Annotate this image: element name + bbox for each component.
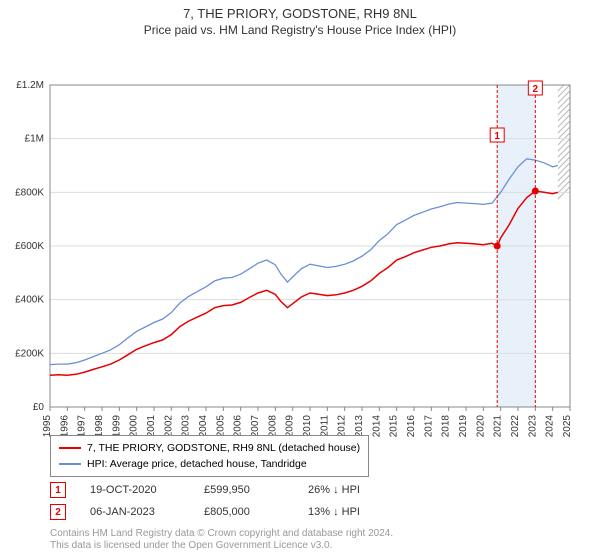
svg-text:2009: 2009 (285, 415, 296, 438)
svg-text:2016: 2016 (406, 415, 417, 438)
svg-text:2014: 2014 (371, 415, 382, 438)
svg-text:2023: 2023 (527, 415, 538, 438)
footer-line-2: This data is licensed under the Open Gov… (50, 540, 393, 552)
marker-row-2: 2 06-JAN-2023 £805,000 13% ↓ HPI (50, 504, 360, 520)
svg-text:1999: 1999 (111, 415, 122, 438)
svg-text:2013: 2013 (354, 415, 365, 438)
svg-text:1996: 1996 (59, 415, 70, 438)
marker-price-1: £599,950 (204, 484, 284, 496)
legend: 7, THE PRIORY, GODSTONE, RH9 8NL (detach… (50, 435, 369, 477)
svg-text:2010: 2010 (302, 415, 313, 438)
svg-text:£0: £0 (33, 402, 45, 413)
svg-text:£1M: £1M (25, 134, 44, 145)
chart-subtitle: Price paid vs. HM Land Registry's House … (0, 23, 600, 37)
marker-badge-2: 2 (50, 504, 66, 520)
svg-text:2011: 2011 (319, 415, 330, 437)
footer-note: Contains HM Land Registry data © Crown c… (50, 528, 393, 552)
chart-container: 7, THE PRIORY, GODSTONE, RH9 8NL Price p… (0, 0, 600, 560)
svg-text:2001: 2001 (146, 415, 157, 438)
svg-text:£400K: £400K (15, 295, 44, 306)
marker-badge-1: 1 (50, 482, 66, 498)
svg-text:2017: 2017 (423, 415, 434, 438)
title-block: 7, THE PRIORY, GODSTONE, RH9 8NL Price p… (0, 0, 600, 37)
svg-text:2005: 2005 (215, 415, 226, 438)
legend-swatch-hpi (59, 463, 81, 465)
svg-text:2008: 2008 (267, 415, 278, 438)
svg-text:2018: 2018 (441, 415, 452, 438)
svg-text:2021: 2021 (493, 415, 504, 438)
svg-text:2015: 2015 (389, 415, 400, 438)
legend-item-hpi: HPI: Average price, detached house, Tand… (59, 456, 360, 472)
svg-text:2019: 2019 (458, 415, 469, 438)
svg-text:£200K: £200K (15, 348, 44, 359)
marker-delta-1: 26% ↓ HPI (308, 484, 360, 496)
svg-text:1995: 1995 (42, 415, 53, 438)
marker-date-1: 19-OCT-2020 (90, 484, 180, 496)
svg-text:2024: 2024 (545, 415, 556, 438)
svg-text:2020: 2020 (475, 415, 486, 438)
legend-label-hpi: HPI: Average price, detached house, Tand… (87, 456, 307, 472)
legend-swatch-property (59, 447, 81, 449)
chart-title: 7, THE PRIORY, GODSTONE, RH9 8NL (0, 6, 600, 21)
svg-text:2025: 2025 (562, 415, 573, 438)
marker-row-1: 1 19-OCT-2020 £599,950 26% ↓ HPI (50, 482, 360, 498)
marker-delta-2: 13% ↓ HPI (308, 506, 360, 518)
svg-text:£1.2M: £1.2M (16, 80, 44, 91)
svg-text:2002: 2002 (163, 415, 174, 438)
legend-label-property: 7, THE PRIORY, GODSTONE, RH9 8NL (detach… (87, 440, 360, 456)
legend-item-property: 7, THE PRIORY, GODSTONE, RH9 8NL (detach… (59, 440, 360, 456)
svg-text:2000: 2000 (129, 415, 140, 438)
svg-text:2: 2 (533, 84, 539, 95)
svg-text:1: 1 (494, 131, 500, 142)
marker-price-2: £805,000 (204, 506, 284, 518)
svg-text:2003: 2003 (181, 415, 192, 438)
svg-text:2006: 2006 (233, 415, 244, 438)
svg-text:2004: 2004 (198, 415, 209, 438)
footer-line-1: Contains HM Land Registry data © Crown c… (50, 528, 393, 540)
svg-text:£800K: £800K (15, 187, 44, 198)
svg-text:1998: 1998 (94, 415, 105, 438)
chart-svg: £0 £200K £400K £600K £800K £1M £1.2M 1995 1996 19… (0, 37, 600, 445)
svg-text:1997: 1997 (77, 415, 88, 438)
marker-date-2: 06-JAN-2023 (90, 506, 180, 518)
svg-text:£600K: £600K (15, 241, 44, 252)
svg-text:2012: 2012 (337, 415, 348, 438)
svg-text:2022: 2022 (510, 415, 521, 438)
svg-text:2007: 2007 (250, 415, 261, 438)
